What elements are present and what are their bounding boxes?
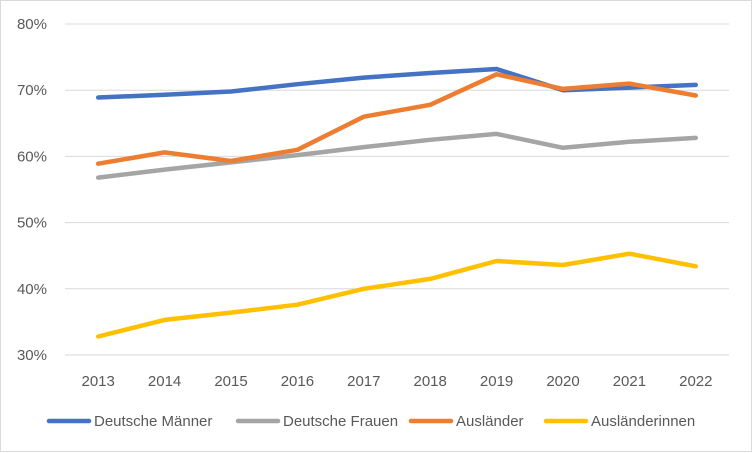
series-lines [95,66,699,339]
x-tick-label: 2021 [613,373,646,390]
series-line-1 [95,131,699,180]
data-point [362,287,366,291]
data-point [428,71,432,75]
data-point [295,303,299,307]
x-tick-label: 2015 [214,373,247,390]
x-tick-label: 2017 [347,373,380,390]
y-tick-label: 30% [17,347,47,364]
data-point [428,103,432,107]
y-tick-label: 40% [17,281,47,298]
legend-label: Deutsche Männer [94,413,212,430]
legend-label: Deutsche Frauen [283,413,398,430]
data-point [96,334,100,338]
y-tick-label: 50% [17,215,47,232]
x-tick-label: 2022 [679,373,712,390]
data-point [96,176,100,180]
data-point [229,159,233,163]
y-tick-label: 80% [17,16,47,33]
x-axis-ticks: 2013 2014 2015 2016 2017 2018 2019 2020 2021 2022 [82,373,713,390]
data-point [627,86,631,90]
data-point [694,93,698,97]
x-tick-label: 2019 [480,373,513,390]
y-tick-label: 70% [17,82,47,99]
data-point [694,136,698,140]
data-point [694,264,698,268]
x-tick-label: 2013 [82,373,115,390]
data-point [694,83,698,87]
y-tick-label: 60% [17,148,47,165]
data-point [295,82,299,86]
data-point [163,318,167,322]
gridlines [65,23,729,356]
x-tick-label: 2014 [148,373,181,390]
data-point [163,168,167,172]
data-point [229,90,233,94]
series-line-3 [95,251,699,339]
data-point [561,146,565,150]
legend-label: Ausländer [456,413,524,430]
data-point [627,252,631,256]
data-point [627,140,631,144]
data-point [163,93,167,97]
data-point [96,162,100,166]
data-point [561,263,565,267]
data-point [627,82,631,86]
data-point [295,148,299,152]
data-point [428,277,432,281]
x-tick-label: 2016 [281,373,314,390]
data-point [229,311,233,315]
data-point [295,153,299,157]
data-point [362,115,366,119]
series-line-0 [95,66,699,100]
x-tick-label: 2020 [546,373,579,390]
legend-label: Ausländerinnen [591,413,695,430]
data-point [163,150,167,154]
data-point [495,67,499,71]
y-axis-ticks: 30% 40% 50% 60% 70% 80% [17,16,47,364]
data-point [362,145,366,149]
x-tick-label: 2018 [414,373,447,390]
data-point [561,87,565,91]
data-point [495,132,499,136]
data-point [495,72,499,76]
legend: Deutsche Männer Deutsche Frauen Ausländer A… [46,413,695,430]
series-line-2 [95,72,699,166]
data-point [428,138,432,142]
data-point [495,259,499,263]
data-point [362,76,366,80]
data-point [96,95,100,99]
